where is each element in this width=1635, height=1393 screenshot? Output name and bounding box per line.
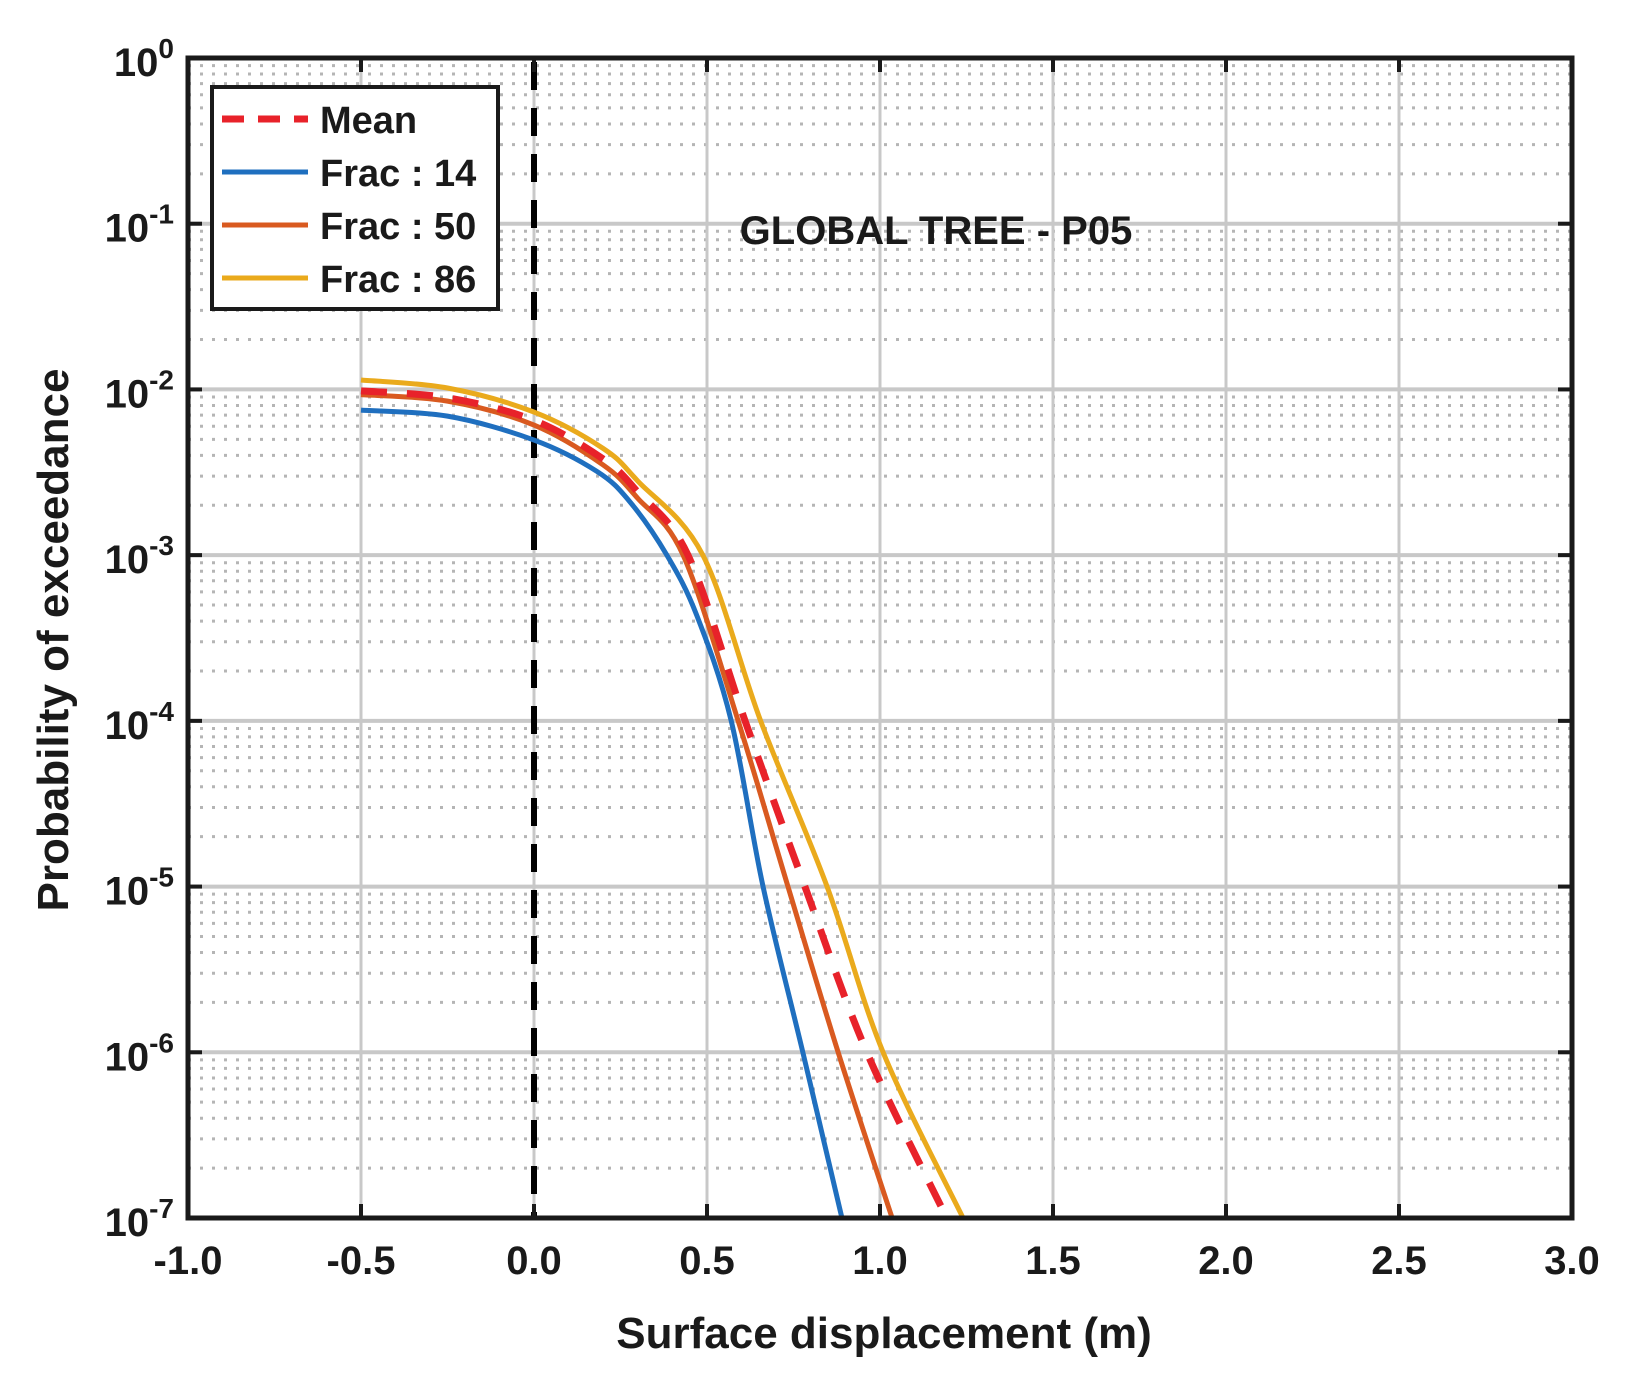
y-tick-base: 10 [105,704,150,748]
series-line-frac-50 [360,392,895,1219]
x-tick-label: -1.0 [154,1239,223,1283]
y-tick-base: 10 [105,207,150,251]
y-tick-label: 10-4 [105,696,175,748]
y-tick-exponent: 0 [158,33,174,64]
x-tick-label: 1.0 [852,1239,908,1283]
legend-label: Frac : 14 [320,153,476,195]
x-tick-label: 0.0 [506,1239,562,1283]
y-tick-base: 10 [105,372,150,416]
y-tick-label: 100 [114,33,174,85]
y-tick-label: 10-5 [105,862,174,914]
legend-box [210,85,500,311]
series-line-mean [360,387,950,1220]
y-tick-label: 10-1 [105,199,174,251]
y-tick-exponent: -2 [149,364,174,395]
y-tick-exponent: -7 [149,1193,174,1224]
y-tick-exponent: -1 [149,199,174,230]
y-tick-exponent: -3 [149,530,174,561]
y-tick-base: 10 [105,1201,150,1245]
x-tick-label: 3.0 [1544,1239,1600,1283]
axes: -1.0 -0.5 0.0 0.5 1.0 1.5 2.0 2.5 3.010010-110-2… [105,33,1600,1283]
x-tick-label: 2.5 [1371,1239,1427,1283]
series-group [360,62,966,1220]
chart-title: GLOBAL TREE - P05 [740,209,1133,253]
y-tick-exponent: -5 [149,862,174,893]
legend: Mean Frac : 14 Frac : 50 Frac : 86 [210,85,500,311]
series-line-frac-86 [360,377,966,1220]
legend-label: Mean [320,100,417,142]
x-tick-label: 2.0 [1198,1239,1254,1283]
legend-label: Frac : 86 [320,259,476,301]
y-tick-label: 10-3 [105,530,174,582]
y-tick-base: 10 [105,538,150,582]
x-axis-label: Surface displacement (m) [616,1309,1152,1358]
y-tick-base: 10 [105,870,150,914]
y-tick-exponent: -6 [149,1027,174,1058]
y-axis-label: Probability of exceedance [29,369,78,912]
y-tick-base: 10 [105,1035,150,1079]
x-tick-label: 0.5 [679,1239,735,1283]
x-tick-label: -0.5 [327,1239,396,1283]
y-tick-label: 10-6 [105,1027,174,1079]
y-tick-label: 10-2 [105,364,174,416]
legend-label: Frac : 50 [320,206,476,248]
y-tick-label: 10-7 [105,1193,174,1245]
x-tick-label: 1.5 [1025,1239,1081,1283]
series-line-frac-14 [360,407,845,1219]
y-tick-exponent: -4 [149,696,174,727]
y-tick-base: 10 [114,41,159,85]
